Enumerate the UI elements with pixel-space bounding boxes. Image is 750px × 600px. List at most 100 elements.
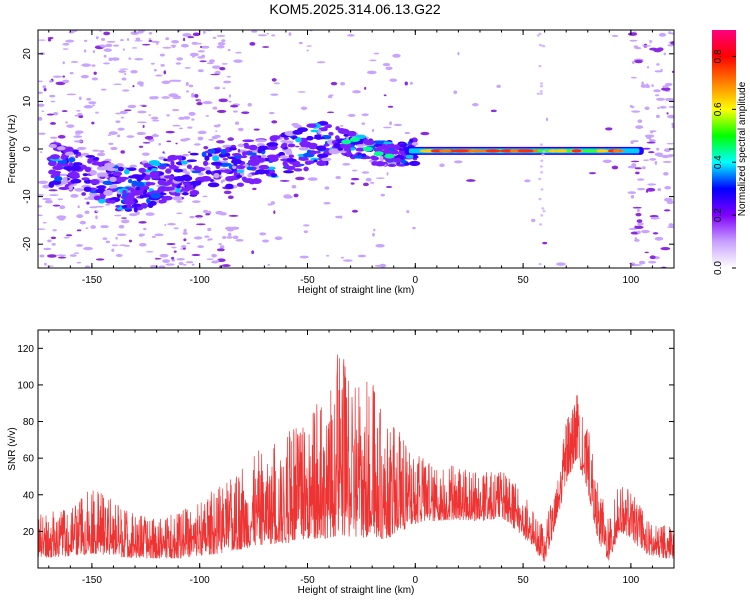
ridge-blob bbox=[228, 147, 237, 151]
ridge-blob bbox=[267, 166, 276, 170]
noise-blob bbox=[171, 40, 180, 44]
ridge-blob bbox=[310, 129, 319, 133]
noise-blob bbox=[183, 228, 187, 233]
noise-blob bbox=[306, 45, 312, 47]
noise-blob bbox=[41, 197, 52, 201]
y-tick-label: 20 bbox=[23, 527, 35, 538]
noise-blob bbox=[127, 104, 137, 109]
ridge-blob bbox=[270, 173, 278, 178]
noise-blob bbox=[171, 256, 175, 260]
noise-blob bbox=[300, 106, 308, 111]
noise-blob bbox=[52, 204, 61, 207]
ridge-blob bbox=[268, 156, 279, 163]
noise-blob bbox=[172, 45, 176, 49]
noise-blob bbox=[605, 127, 613, 131]
ridge-blob bbox=[170, 160, 175, 166]
noise-blob bbox=[148, 38, 152, 41]
noise-blob bbox=[41, 110, 45, 113]
noise-blob bbox=[57, 134, 66, 139]
ridge-blob bbox=[189, 152, 199, 156]
noise-blob bbox=[49, 194, 59, 197]
x-tick-label: 50 bbox=[518, 275, 530, 286]
noise-blob bbox=[316, 61, 326, 64]
noise-blob bbox=[159, 253, 169, 258]
ridge-blob bbox=[49, 180, 62, 185]
ridge-blob bbox=[167, 179, 174, 183]
ridge-blob bbox=[266, 142, 279, 147]
noise-blob bbox=[361, 122, 366, 125]
noise-blob bbox=[219, 245, 225, 249]
noise-blob bbox=[43, 88, 47, 92]
noise-blob bbox=[647, 183, 657, 186]
noise-blob bbox=[274, 236, 283, 241]
noise-blob bbox=[174, 95, 181, 99]
noise-blob bbox=[663, 197, 673, 202]
noise-blob bbox=[184, 137, 191, 141]
noise-blob bbox=[166, 140, 172, 143]
noise-blob bbox=[216, 35, 226, 37]
noise-blob bbox=[556, 262, 566, 266]
x-tick-label: -100 bbox=[190, 575, 210, 586]
noise-blob bbox=[635, 125, 644, 129]
noise-blob bbox=[350, 177, 360, 181]
noise-blob bbox=[63, 236, 70, 239]
ridge-blob bbox=[181, 153, 190, 157]
ridge-blob bbox=[138, 167, 146, 173]
noise-blob bbox=[650, 216, 660, 220]
noise-blob bbox=[371, 128, 375, 133]
noise-blob bbox=[138, 221, 147, 224]
noise-blob bbox=[73, 135, 83, 138]
noise-blob bbox=[439, 163, 445, 168]
noise-blob bbox=[204, 235, 210, 238]
ridge-blob bbox=[223, 162, 232, 166]
ridge-blob bbox=[159, 163, 167, 167]
noise-blob bbox=[161, 96, 171, 99]
noise-blob bbox=[649, 41, 652, 44]
noise-blob bbox=[663, 171, 669, 176]
ridge-blob bbox=[93, 195, 101, 201]
noise-blob bbox=[249, 41, 256, 46]
noise-blob bbox=[128, 57, 132, 60]
noise-blob bbox=[279, 179, 290, 182]
ridge-blob bbox=[232, 165, 237, 170]
ridge-blob bbox=[284, 140, 294, 144]
noise-blob bbox=[302, 224, 310, 227]
noise-blob bbox=[83, 246, 93, 251]
noise-blob bbox=[288, 32, 292, 36]
ridge-blob bbox=[69, 165, 82, 171]
noise-blob bbox=[143, 227, 147, 231]
ridge-blob bbox=[247, 173, 253, 178]
noise-blob bbox=[531, 218, 536, 223]
noise-blob bbox=[164, 223, 167, 227]
ridge-blob bbox=[115, 204, 120, 208]
noise-blob bbox=[83, 49, 87, 53]
ridge-blob bbox=[178, 155, 183, 162]
noise-blob bbox=[188, 84, 194, 88]
ridge-blob bbox=[223, 169, 232, 173]
noise-blob bbox=[271, 34, 276, 37]
noise-blob bbox=[62, 75, 66, 78]
noise-blob bbox=[663, 209, 671, 212]
noise-blob bbox=[100, 44, 107, 48]
noise-blob bbox=[79, 220, 86, 225]
noise-blob bbox=[226, 236, 233, 239]
noise-blob bbox=[211, 65, 221, 69]
noise-blob bbox=[118, 70, 127, 73]
noise-blob bbox=[191, 253, 201, 257]
noise-blob bbox=[237, 148, 241, 153]
noise-blob bbox=[38, 132, 46, 135]
noise-blob bbox=[668, 105, 674, 108]
ridge-blob bbox=[409, 138, 414, 143]
noise-blob bbox=[216, 109, 227, 113]
ridge-blob bbox=[181, 168, 188, 174]
noise-blob bbox=[99, 150, 105, 153]
noise-blob bbox=[76, 261, 82, 264]
noise-blob bbox=[191, 200, 201, 203]
noise-blob bbox=[108, 142, 114, 145]
streak-blob bbox=[539, 223, 543, 226]
noise-blob bbox=[38, 180, 48, 185]
ridge-blob bbox=[192, 167, 201, 170]
noise-blob bbox=[664, 82, 673, 87]
noise-blob bbox=[193, 42, 203, 45]
snr-y-axis-title: SNR (v/v) bbox=[7, 427, 18, 470]
